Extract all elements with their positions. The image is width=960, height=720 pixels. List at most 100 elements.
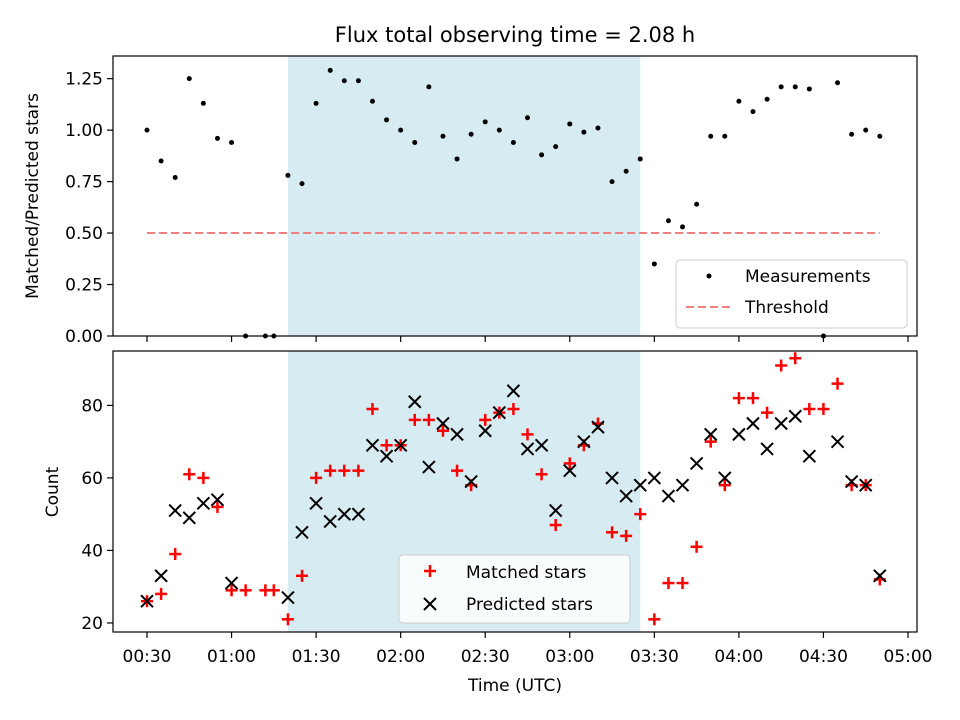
x-tick-label: 04:00 xyxy=(714,647,763,667)
top-y-tick-label: 1.25 xyxy=(65,70,103,90)
predicted-star-point xyxy=(520,442,535,456)
measurement-point xyxy=(849,131,855,137)
matched-star-point xyxy=(451,464,464,477)
measurement-point xyxy=(750,109,756,115)
predicted-star-point xyxy=(295,525,309,539)
matched-star-point xyxy=(281,613,294,626)
legend-measurement-marker xyxy=(706,273,712,279)
measurement-point xyxy=(595,125,601,131)
matched-star-point xyxy=(352,464,365,477)
measurement-point xyxy=(792,84,798,90)
matched-star-point xyxy=(408,413,421,426)
bottom-x-ticks: 00:30 01:00 01:30 02:00 02:30 03:00 03:30 04:00… xyxy=(123,632,933,667)
measurement-point xyxy=(863,127,869,133)
measurement-point xyxy=(567,121,573,127)
measurement-point xyxy=(623,168,629,174)
predicted-star-point xyxy=(873,569,887,583)
x-tick-label: 00:30 xyxy=(123,647,172,667)
measurement-point xyxy=(285,172,291,178)
matched-star-point xyxy=(267,584,280,597)
predicted-star-point xyxy=(210,492,225,507)
predicted-star-point xyxy=(563,463,577,478)
predicted-star-point xyxy=(689,456,704,471)
measurement-point xyxy=(327,67,333,73)
matched-star-point xyxy=(690,540,703,553)
matched-star-point xyxy=(366,403,379,416)
measurement-point xyxy=(398,127,404,133)
measurement-point xyxy=(172,174,178,180)
matched-star-point xyxy=(197,471,210,484)
predicted-star-point xyxy=(830,434,845,449)
matched-star-point xyxy=(775,359,788,372)
measurement-point xyxy=(313,100,319,106)
predicted-star-point xyxy=(323,514,337,529)
measurement-point xyxy=(665,218,671,224)
matched-star-point xyxy=(310,471,323,484)
predicted-star-point xyxy=(760,442,774,456)
top-legend-box xyxy=(675,259,908,329)
measurement-point xyxy=(708,133,714,139)
predicted-star-point xyxy=(647,471,662,485)
legend-predicted-marker xyxy=(423,597,437,611)
top-y-axis-label: Matched/Predicted stars xyxy=(23,93,43,299)
predicted-star-point xyxy=(619,489,633,503)
bottom-axes-frame xyxy=(112,350,918,633)
predicted-star-point xyxy=(478,424,492,438)
matched-star-point xyxy=(662,577,675,590)
legend-predicted-label: Predicted stars xyxy=(466,595,593,615)
top-x-ticks xyxy=(146,336,909,342)
matched-star-point xyxy=(549,519,562,532)
top-y-ticks: 0.00 0.25 0.50 0.75 1.00 1.25 xyxy=(65,70,113,347)
predicted-star-point xyxy=(379,449,394,463)
measurement-point xyxy=(482,119,488,125)
matched-star-point xyxy=(183,468,196,481)
matched-star-point xyxy=(606,526,619,539)
predicted-star-point xyxy=(168,503,182,518)
x-tick-label: 02:00 xyxy=(376,647,425,667)
predicted-star-point xyxy=(675,478,690,492)
predicted-star-point xyxy=(154,569,168,583)
measurement-point xyxy=(764,96,770,102)
measurement-point xyxy=(440,133,446,139)
measurement-point xyxy=(694,201,700,207)
predicted-star-point xyxy=(422,460,436,474)
legend-measurements-label: Measurements xyxy=(745,267,871,287)
predicted-star-point xyxy=(703,427,718,442)
measurement-point xyxy=(369,98,375,104)
predicted-star-point xyxy=(224,576,239,590)
matched-star-point xyxy=(761,406,774,419)
measurement-point xyxy=(384,117,390,123)
bottom-legend-box xyxy=(398,554,631,624)
matched-star-point xyxy=(746,392,759,405)
predicted-star-point xyxy=(577,434,591,449)
predicted-star-point xyxy=(464,474,478,489)
matched-star-point xyxy=(324,464,337,477)
predicted-star-point xyxy=(365,438,380,452)
chart-title: Flux total observing time = 2.08 h xyxy=(335,23,695,47)
matched-star-point xyxy=(676,577,689,590)
matched-star-point xyxy=(239,584,252,597)
predicted-star-point xyxy=(661,489,676,503)
measurement-point xyxy=(736,98,742,104)
predicted-star-point xyxy=(182,511,196,525)
predicted-star-point xyxy=(337,507,352,521)
measurement-point xyxy=(539,152,545,158)
x-tick-label: 01:00 xyxy=(207,647,256,667)
predicted-star-point xyxy=(351,507,366,521)
predicted-star-point xyxy=(450,427,464,442)
bottom-legend: Matched stars Predicted stars xyxy=(398,554,631,624)
matched-star-point xyxy=(803,403,816,416)
matched-star-point xyxy=(507,403,520,416)
x-axis-label: Time (UTC) xyxy=(467,676,562,696)
measurement-point xyxy=(722,133,728,139)
legend-matched-label: Matched stars xyxy=(466,563,586,583)
measurement-point xyxy=(496,127,502,133)
top-shaded-interval xyxy=(287,56,641,336)
measurement-point xyxy=(581,129,587,135)
matched-star-point xyxy=(169,548,182,561)
matched-star-point xyxy=(211,500,224,513)
top-y-tick-label: 0.00 xyxy=(65,327,103,347)
predicted-star-point xyxy=(140,594,154,608)
matched-star-point xyxy=(704,435,717,448)
